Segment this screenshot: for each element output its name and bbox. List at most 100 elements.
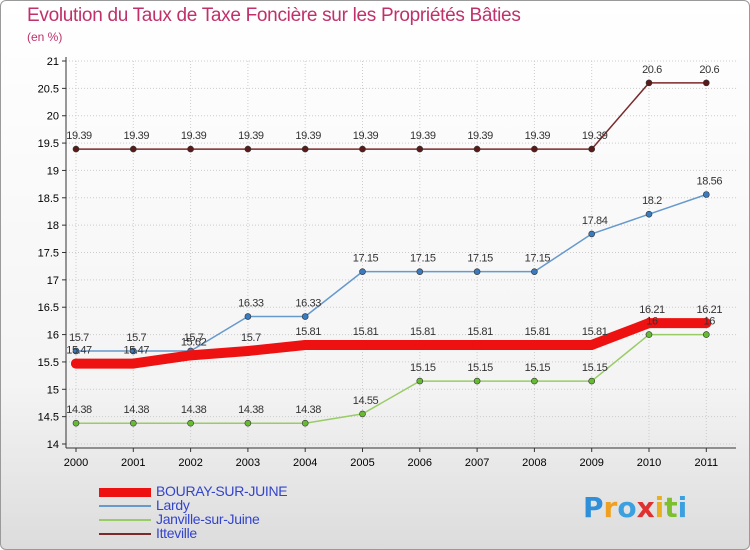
y-tick-label: 20 bbox=[47, 111, 59, 123]
y-tick-label: 20.5 bbox=[38, 83, 59, 95]
data-point-itteville bbox=[645, 79, 653, 87]
data-label-lardy: 15.7 bbox=[184, 332, 204, 344]
data-point-itteville bbox=[187, 145, 194, 153]
data-point-janville-sur-juine bbox=[359, 410, 366, 418]
data-label-bouray-sur-juine: 15.81 bbox=[353, 326, 379, 338]
legend-label-itteville: Itteville bbox=[156, 525, 197, 541]
x-tick-label: 2007 bbox=[465, 457, 489, 469]
data-point-lardy bbox=[72, 347, 80, 355]
data-point-janville-sur-juine bbox=[301, 419, 309, 427]
data-label-janville-sur-juine: 14.38 bbox=[66, 404, 92, 416]
data-label-janville-sur-juine: 16 bbox=[704, 316, 716, 328]
data-label-bouray-sur-juine: 16.21 bbox=[639, 304, 665, 316]
legend-swatch-janville bbox=[99, 519, 151, 521]
logo-letter: i bbox=[654, 491, 665, 524]
logo-letter: i bbox=[677, 491, 688, 524]
chart-subtitle: (en %) bbox=[27, 30, 63, 44]
data-label-lardy: 18.2 bbox=[642, 195, 662, 207]
data-label-lardy: 17.15 bbox=[525, 253, 551, 265]
data-label-bouray-sur-juine: 15.7 bbox=[241, 332, 261, 344]
data-point-janville-sur-juine bbox=[588, 377, 596, 385]
x-tick-label: 2008 bbox=[522, 457, 546, 469]
data-point-janville-sur-juine bbox=[645, 331, 653, 338]
legend-swatch-lardy bbox=[99, 505, 151, 507]
legend-label-bouray: BOURAY-SUR-JUINE bbox=[156, 483, 288, 499]
x-tick-label: 2000 bbox=[64, 457, 88, 469]
data-point-janville-sur-juine bbox=[130, 419, 137, 427]
chart-title: Evolution du Taux de Taxe Foncière sur l… bbox=[27, 5, 521, 26]
data-label-lardy: 17.15 bbox=[410, 253, 436, 265]
y-tick-label: 14 bbox=[47, 439, 59, 451]
data-label-itteville: 19.39 bbox=[295, 130, 321, 142]
data-point-janville-sur-juine bbox=[187, 419, 194, 427]
data-point-bouray-sur-juine bbox=[185, 350, 196, 361]
y-tick-label: 17 bbox=[47, 275, 59, 287]
data-point-lardy bbox=[301, 313, 309, 320]
data-point-bouray-sur-juine bbox=[300, 339, 311, 350]
data-label-janville-sur-juine: 14.38 bbox=[124, 404, 150, 416]
data-point-itteville bbox=[301, 145, 309, 153]
y-tick-label: 16 bbox=[47, 330, 59, 342]
y-tick-label: 19 bbox=[47, 165, 59, 177]
data-label-janville-sur-juine: 15.15 bbox=[410, 362, 436, 374]
data-point-janville-sur-juine bbox=[244, 419, 252, 427]
data-label-janville-sur-juine: 15.15 bbox=[525, 362, 551, 374]
data-label-lardy: 16.33 bbox=[238, 298, 264, 310]
data-label-janville-sur-juine: 15.15 bbox=[582, 362, 608, 374]
data-point-janville-sur-juine bbox=[416, 377, 424, 385]
data-label-itteville: 20.6 bbox=[699, 64, 719, 76]
data-point-itteville bbox=[702, 79, 710, 87]
data-label-bouray-sur-juine: 15.81 bbox=[467, 326, 493, 338]
data-label-bouray-sur-juine: 15.47 bbox=[66, 345, 92, 357]
logo-letter: P bbox=[583, 491, 604, 524]
legend-label-janville: Janville-sur-Juine bbox=[156, 511, 260, 527]
y-tick-label: 15.5 bbox=[38, 357, 59, 369]
data-point-itteville bbox=[531, 145, 538, 153]
data-label-janville-sur-juine: 14.55 bbox=[353, 395, 379, 407]
data-label-bouray-sur-juine: 15.81 bbox=[295, 326, 321, 338]
data-point-janville-sur-juine bbox=[531, 377, 538, 385]
x-tick-label: 2004 bbox=[293, 457, 317, 469]
data-point-lardy bbox=[416, 268, 424, 275]
data-point-itteville bbox=[359, 145, 366, 153]
data-label-lardy: 18.56 bbox=[697, 176, 723, 188]
data-label-lardy: 15.7 bbox=[126, 332, 146, 344]
y-tick-label: 18 bbox=[47, 220, 59, 232]
data-label-bouray-sur-juine: 15.81 bbox=[410, 326, 436, 338]
legend-swatch-bouray bbox=[99, 488, 151, 497]
data-label-bouray-sur-juine: 15.81 bbox=[525, 326, 551, 338]
x-tick-label: 2002 bbox=[178, 457, 202, 469]
data-point-janville-sur-juine bbox=[72, 419, 80, 427]
y-tick-label: 17.5 bbox=[38, 248, 59, 260]
data-point-lardy bbox=[645, 210, 653, 218]
series-line-itteville bbox=[75, 82, 708, 150]
data-point-itteville bbox=[416, 145, 424, 153]
proxiti-logo: Proxiti bbox=[583, 491, 687, 524]
data-label-itteville: 19.39 bbox=[181, 130, 207, 142]
data-label-janville-sur-juine: 16 bbox=[646, 316, 658, 328]
data-label-itteville: 19.39 bbox=[353, 130, 379, 142]
y-tick-label: 15 bbox=[47, 384, 59, 396]
data-point-lardy bbox=[359, 268, 366, 275]
data-point-itteville bbox=[588, 145, 596, 153]
data-point-bouray-sur-juine bbox=[529, 339, 540, 350]
data-point-itteville bbox=[72, 145, 80, 153]
data-label-itteville: 20.6 bbox=[642, 64, 662, 76]
logo-letter: x bbox=[636, 491, 655, 524]
logo-letter: t bbox=[664, 491, 678, 524]
data-point-itteville bbox=[130, 145, 137, 153]
data-label-lardy: 17.84 bbox=[582, 215, 608, 227]
x-tick-label: 2003 bbox=[236, 457, 260, 469]
data-point-lardy bbox=[531, 268, 538, 275]
y-tick-label: 18.5 bbox=[38, 193, 59, 205]
data-point-itteville bbox=[244, 145, 252, 153]
series-line-bouray-sur-juine bbox=[71, 318, 712, 369]
x-tick-label: 2006 bbox=[408, 457, 432, 469]
data-label-itteville: 19.39 bbox=[582, 130, 608, 142]
data-point-bouray-sur-juine bbox=[414, 339, 425, 350]
data-label-lardy: 17.15 bbox=[353, 253, 379, 265]
y-tick-label: 19.5 bbox=[38, 138, 59, 150]
logo-letter: r bbox=[603, 491, 618, 524]
